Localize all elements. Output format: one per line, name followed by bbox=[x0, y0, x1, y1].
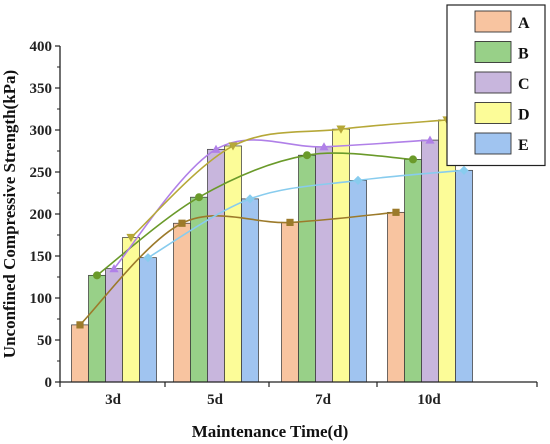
y-tick-label: 100 bbox=[30, 291, 53, 307]
trend-line-A bbox=[79, 211, 397, 326]
bar-E-10d bbox=[455, 169, 473, 383]
legend-swatch-C bbox=[474, 71, 512, 94]
trend-line-D bbox=[130, 119, 448, 239]
y-tick-label: 400 bbox=[30, 39, 53, 55]
bar-A-10d bbox=[387, 211, 405, 383]
bar-B-7d bbox=[298, 154, 316, 383]
marker-E-10d bbox=[459, 165, 469, 175]
y-tick-label: 0 bbox=[45, 375, 53, 391]
bar-A-3d bbox=[71, 324, 89, 383]
bar-A-5d bbox=[173, 222, 191, 383]
marker-B-3d bbox=[93, 271, 101, 280]
marker-D-5d bbox=[228, 142, 238, 151]
axes-layer: 0 50 100 150 200 250 300 350 400 3d 5d 7d 10d bbox=[30, 39, 538, 408]
bar-E-3d bbox=[139, 257, 157, 383]
x-tick-label-3d: 3d bbox=[105, 392, 122, 408]
marker-D-7d bbox=[336, 125, 346, 134]
legend-label-B: B bbox=[518, 46, 529, 63]
marker-E-7d bbox=[353, 175, 363, 185]
trend-line-B bbox=[96, 152, 414, 276]
marker-C-5d bbox=[211, 144, 221, 153]
legend-swatch-D bbox=[474, 102, 512, 124]
x-tick-label-10d: 10d bbox=[417, 392, 441, 408]
legend-swatch-A bbox=[474, 10, 512, 33]
marker-D-3d bbox=[126, 233, 136, 243]
marker-C-10d bbox=[425, 135, 435, 144]
marker-A-7d bbox=[286, 218, 294, 226]
x-tick-label-5d: 5d bbox=[207, 392, 224, 408]
marker-C-3d bbox=[109, 264, 119, 273]
marker-C-7d bbox=[319, 142, 329, 151]
bar-B-3d bbox=[88, 274, 106, 383]
bar-B-10d bbox=[404, 159, 422, 383]
bar-D-3d bbox=[122, 237, 140, 383]
legend-swatch-E bbox=[474, 132, 512, 155]
trend-line-E bbox=[147, 169, 465, 259]
bar-E-5d bbox=[241, 198, 259, 383]
marker-E-3d bbox=[143, 253, 153, 263]
legend-label-A: A bbox=[518, 15, 530, 32]
x-axis-title: Maintenance Time(d) bbox=[192, 422, 349, 441]
marker-A-10d bbox=[392, 208, 400, 216]
bar-C-10d bbox=[421, 139, 439, 383]
y-tick-label: 300 bbox=[30, 123, 53, 139]
bar-E-7d bbox=[349, 180, 367, 383]
legend-label-C: C bbox=[518, 76, 530, 93]
legend-swatch-B bbox=[474, 41, 512, 63]
bar-D-7d bbox=[332, 128, 350, 383]
x-tick-label-7d: 7d bbox=[315, 392, 332, 408]
bars-layer bbox=[71, 119, 473, 383]
marker-B-7d bbox=[303, 151, 311, 160]
y-axis-title: Unconfined Compressive Strength(kPa) bbox=[0, 70, 19, 358]
marker-A-3d bbox=[76, 321, 84, 329]
bar-A-7d bbox=[281, 222, 299, 383]
y-tick-label: 350 bbox=[30, 81, 53, 97]
y-tick-label: 250 bbox=[30, 165, 53, 181]
y-tick-label: 200 bbox=[30, 207, 53, 223]
legend-label-E: E bbox=[518, 137, 529, 154]
bar-D-5d bbox=[224, 145, 242, 383]
bar-C-7d bbox=[315, 146, 333, 383]
y-tick-label: 50 bbox=[37, 333, 52, 349]
marker-E-5d bbox=[245, 194, 255, 204]
trend-lines-layer bbox=[76, 116, 469, 329]
y-tick-label: 150 bbox=[30, 249, 53, 265]
marker-B-10d bbox=[409, 155, 417, 164]
marker-B-5d bbox=[195, 193, 203, 202]
marker-A-5d bbox=[178, 219, 186, 227]
legend-label-D: D bbox=[518, 107, 530, 124]
